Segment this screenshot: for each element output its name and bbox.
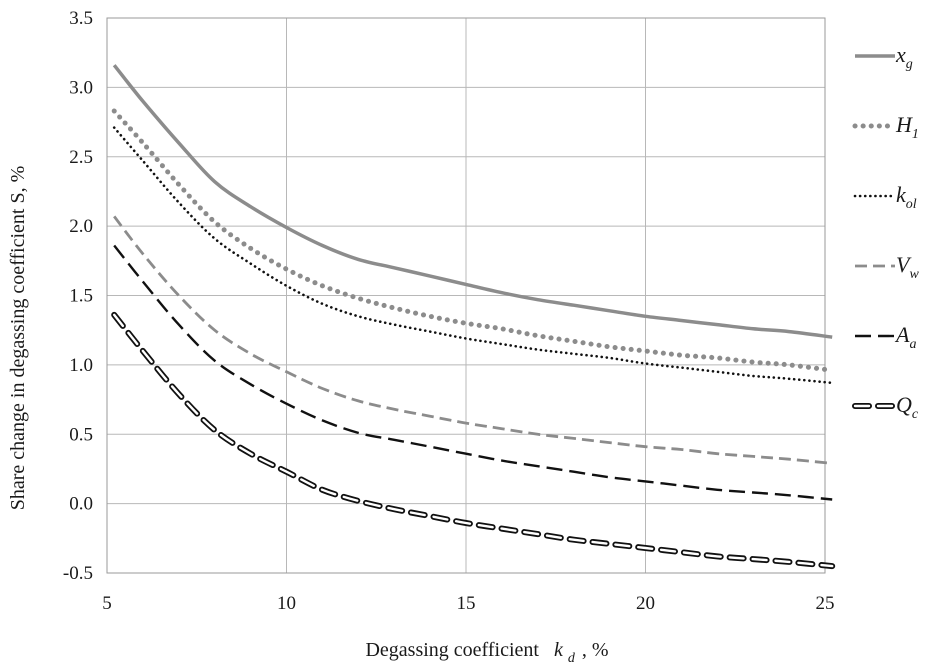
series-lines	[111, 64, 836, 570]
legend-symbol: Q	[896, 392, 912, 417]
legend-symbol: A	[894, 322, 910, 347]
y-tick-label: -0.5	[63, 563, 93, 584]
legend-subscript: c	[912, 407, 919, 422]
series-line-q-c-inner	[113, 313, 834, 568]
series-line-x-g	[112, 64, 833, 339]
legend-label-h-1: H1	[895, 112, 919, 142]
x-axis-ticks: 5 10 15 20 25	[102, 593, 834, 614]
y-tick-label: 0.0	[69, 494, 93, 515]
plot-frame	[106, 17, 826, 574]
y-tick-label: 0.5	[69, 424, 93, 445]
x-axis-title: Degassing coefficient k d , %	[365, 639, 608, 667]
y-tick-label: 2.0	[69, 216, 93, 237]
legend-symbol: H	[895, 112, 913, 137]
legend-symbol: x	[895, 42, 906, 67]
y-tick-label: 3.5	[69, 8, 93, 29]
x-tick-label: 20	[636, 593, 655, 614]
series-line-q-c	[111, 311, 836, 570]
x-axis-title-subscript: d	[568, 651, 576, 666]
series-line-k-ol	[112, 126, 834, 385]
y-tick-label: 1.0	[69, 355, 93, 376]
legend-label-v-w: Vw	[896, 252, 919, 282]
y-tick-label: 1.5	[69, 286, 93, 307]
x-axis-title-suffix: , %	[582, 639, 609, 661]
series-line-a-a	[113, 244, 833, 501]
x-tick-label: 15	[457, 593, 476, 614]
legend-label-a-a: Aa	[894, 322, 916, 352]
y-axis-ticks: -0.5 0.0 0.5 1.0 1.5 2.0 2.5 3.0 3.5	[63, 8, 93, 584]
legend-subscript: w	[909, 267, 919, 282]
legend-subscript: a	[909, 337, 916, 352]
x-axis-title-symbol: k	[554, 639, 564, 661]
legend-subscript: ol	[906, 197, 917, 212]
legend-label-x-g: xg	[895, 42, 913, 72]
x-tick-label: 10	[277, 593, 296, 614]
y-axis-title: Share change in degassing coefficient S,…	[7, 166, 29, 511]
legend-symbol: k	[896, 182, 907, 207]
x-axis-title-prefix: Degassing coefficient	[365, 639, 539, 661]
y-tick-label: 2.5	[69, 147, 93, 168]
legend: xg H1 kol Vw Aa Qc	[852, 42, 919, 422]
legend-label-q-c: Qc	[896, 392, 919, 422]
y-tick-label: 3.0	[69, 77, 93, 98]
series-line-h-1	[111, 108, 835, 373]
x-tick-label: 25	[816, 593, 835, 614]
legend-symbol: V	[896, 252, 912, 277]
legend-label-k-ol: kol	[896, 182, 917, 212]
legend-subscript: 1	[912, 127, 919, 142]
series-line-v-w	[113, 215, 833, 465]
x-tick-label: 5	[102, 593, 112, 614]
legend-subscript: g	[906, 57, 913, 72]
